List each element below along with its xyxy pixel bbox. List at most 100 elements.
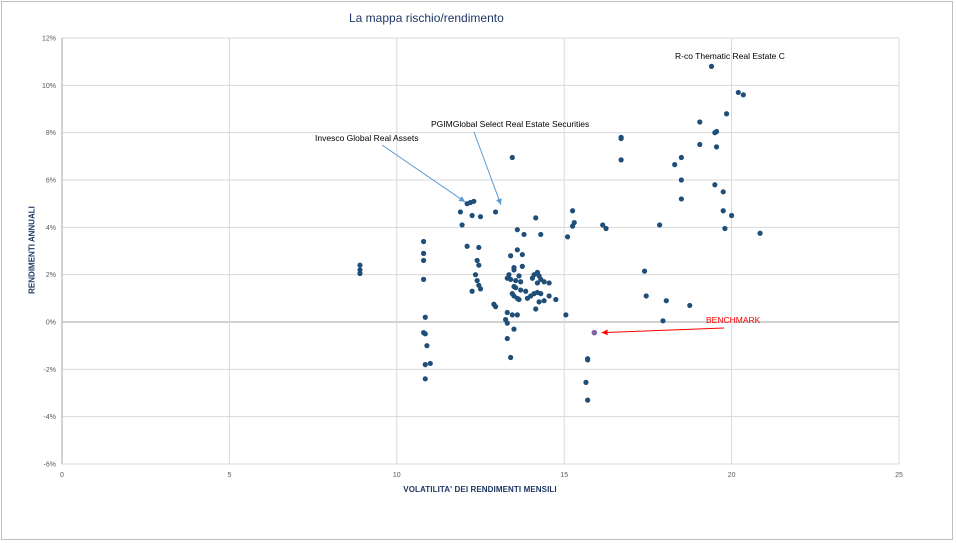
data-point (422, 376, 428, 382)
data-point (504, 335, 510, 342)
data-point (477, 214, 484, 220)
data-point (518, 287, 524, 293)
annotation-pgim: PGIMGlobal Select Real Estate Securities (431, 119, 589, 129)
data-point (729, 212, 735, 219)
data-point (564, 234, 571, 240)
data-point (600, 222, 606, 228)
data-point (420, 250, 427, 256)
data-point (538, 291, 544, 297)
data-point (511, 267, 517, 273)
chart-title: La mappa rischio/rendimento (349, 11, 504, 25)
data-point (723, 111, 730, 117)
data-point (521, 231, 527, 238)
data-point (735, 89, 741, 96)
data-point (697, 119, 703, 125)
data-point (509, 154, 515, 161)
data-point (476, 244, 482, 251)
data-point (459, 222, 465, 228)
data-point (508, 253, 514, 259)
data-point (472, 272, 479, 278)
data-point (538, 231, 544, 238)
data-point (420, 257, 427, 264)
data-point (471, 198, 477, 204)
data-point (618, 157, 624, 163)
y-tick-label: -6% (44, 462, 56, 469)
x-axis-label: VOLATILITA' DEI RENDIMENTI MENSILI (403, 485, 557, 494)
data-point (519, 263, 525, 269)
data-point (514, 227, 520, 233)
annotation-invesco: Invesco Global Real Assets (315, 133, 418, 143)
x-tick-label: 15 (560, 472, 568, 479)
data-point (504, 309, 510, 316)
data-point (516, 273, 522, 279)
data-point (464, 243, 470, 249)
data-point (569, 223, 576, 229)
data-point (519, 251, 525, 258)
data-point (641, 268, 648, 274)
y-tick-label: 4% (46, 225, 56, 232)
data-point (720, 208, 726, 214)
data-point (420, 238, 427, 245)
x-tick-label: 10 (393, 472, 401, 479)
data-point (603, 225, 609, 232)
y-tick-label: 10% (42, 83, 56, 90)
data-point (757, 230, 763, 236)
data-point (422, 331, 428, 337)
data-point (422, 362, 428, 368)
data-point (585, 397, 591, 403)
data-point (720, 189, 726, 195)
data-point (687, 302, 693, 309)
x-tick-label: 20 (728, 472, 736, 479)
data-point (553, 296, 559, 303)
data-point (541, 279, 547, 285)
data-point (713, 144, 720, 150)
data-point (546, 293, 552, 299)
data-point (474, 277, 480, 284)
x-tick-label: 25 (895, 472, 903, 479)
data-point (492, 209, 499, 215)
data-point (477, 286, 484, 292)
data-point (672, 162, 678, 168)
data-point (504, 320, 510, 326)
data-point (518, 279, 524, 285)
data-point (508, 354, 514, 361)
data-point (697, 141, 703, 148)
annotation-arrow-benchmark (601, 327, 725, 336)
data-point (514, 312, 520, 318)
annotation-arrow-invesco (381, 144, 466, 203)
data-point (678, 196, 684, 202)
data-point (469, 212, 475, 219)
data-point (523, 288, 529, 294)
data-point (712, 182, 718, 188)
data-point (569, 208, 576, 214)
data-point (678, 177, 684, 183)
y-tick-label: 6% (46, 178, 56, 185)
data-point (516, 296, 522, 303)
data-point (508, 276, 514, 282)
data-point (491, 301, 497, 307)
data-point (457, 209, 464, 215)
data-point (513, 285, 519, 291)
data-point (678, 154, 684, 161)
data-point (708, 63, 715, 69)
data-point (563, 312, 569, 318)
x-tick-label: 5 (227, 472, 231, 479)
data-point (713, 128, 720, 135)
data-point (529, 275, 535, 281)
benchmark-point (591, 329, 598, 336)
data-point (722, 225, 728, 232)
data-point (513, 277, 519, 284)
data-point (660, 318, 666, 324)
data-point (427, 360, 433, 367)
data-point (657, 222, 663, 228)
x-tick-label: 0 (60, 472, 64, 479)
y-tick-label: 12% (42, 36, 56, 43)
y-tick-label: 0% (46, 320, 56, 327)
data-point (663, 298, 669, 304)
data-point (514, 247, 520, 253)
data-point (476, 262, 482, 268)
annotation-benchmark: BENCHMARK (706, 315, 761, 325)
data-point (546, 280, 552, 286)
